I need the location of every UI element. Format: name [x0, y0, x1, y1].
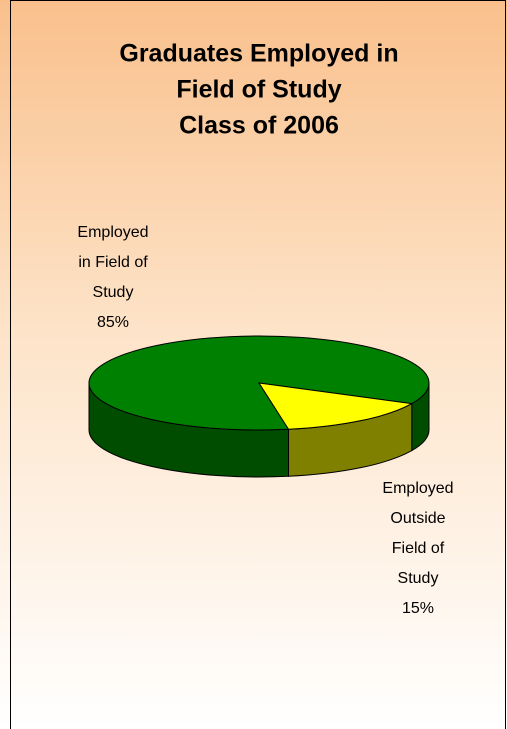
category-label: Employed Outside Field of Study [382, 480, 454, 587]
frame [10, 0, 506, 729]
category-label: Employed in Field of Study [77, 224, 149, 301]
chart-title: Class of 2006 [179, 112, 339, 140]
slice [88, 335, 430, 431]
slice-label: Employed in Field of Study 85% [70, 218, 156, 338]
value-label: 15% [401, 600, 435, 617]
slice [257, 382, 414, 430]
slice-label: Employed Outside Field of Study 15% [375, 474, 461, 624]
chart-title: Graduates Employed in [119, 40, 398, 68]
value-label: 85% [96, 314, 130, 331]
chart-title: Field of Study [176, 76, 341, 104]
